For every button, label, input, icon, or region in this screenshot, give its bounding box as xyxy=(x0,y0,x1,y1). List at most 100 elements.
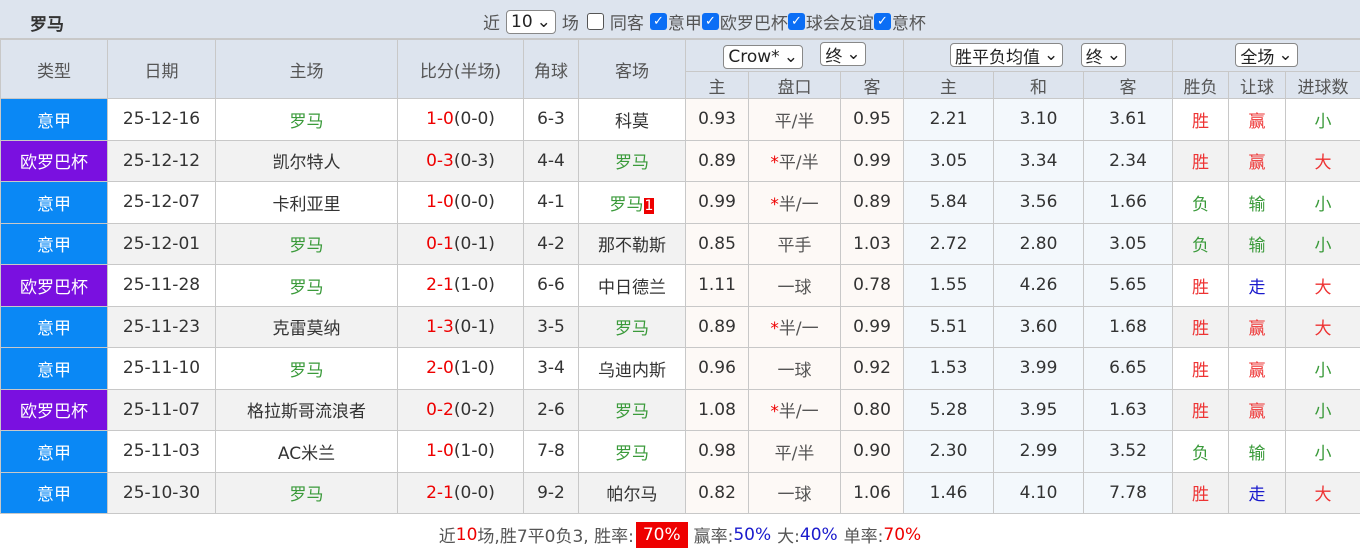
half-score: (0-2) xyxy=(454,400,495,420)
score-cell[interactable]: 2-1(1-0) xyxy=(398,265,524,307)
corner: 4-2 xyxy=(524,223,579,265)
away-cell: 罗马 xyxy=(579,431,686,473)
corner: 3-4 xyxy=(524,348,579,390)
odds-win: 3.05 xyxy=(904,140,994,182)
star-mark: * xyxy=(770,195,779,215)
away-team[interactable]: 帕尔马 xyxy=(607,485,658,505)
odds-lose: 3.52 xyxy=(1084,431,1173,473)
handicap-rate: 50% xyxy=(733,525,771,545)
handicap-line: *半/一 xyxy=(749,306,841,348)
home-team[interactable]: 克雷莫纳 xyxy=(273,319,341,339)
table-row: 意甲 25-10-30 罗马 2-1(0-0) 9-2 帕尔马 0.82 一球 … xyxy=(1,472,1360,514)
handicap-line: 平/半 xyxy=(749,431,841,473)
company-select[interactable]: Crow*⌄ xyxy=(723,45,803,69)
period-select[interactable]: 全场⌄ xyxy=(1235,43,1297,67)
same-away-checkbox[interactable] xyxy=(587,13,604,30)
odds-lose: 5.65 xyxy=(1084,265,1173,307)
league-type[interactable]: 意甲 xyxy=(1,223,108,265)
handicap-away: 0.92 xyxy=(841,348,904,390)
handicap-home: 0.82 xyxy=(686,472,749,514)
win-rate: 70% xyxy=(636,522,688,548)
league-label: 意甲 xyxy=(668,9,702,34)
away-team[interactable]: 罗马 xyxy=(615,319,649,339)
away-team[interactable]: 罗马 xyxy=(615,402,649,422)
home-team[interactable]: AC米兰 xyxy=(278,444,335,464)
line-value: 半/一 xyxy=(779,402,819,422)
result: 胜 xyxy=(1173,99,1229,141)
handicap-result: 输 xyxy=(1229,431,1286,473)
result: 负 xyxy=(1173,223,1229,265)
league-type[interactable]: 意甲 xyxy=(1,472,108,514)
final2-value: 终 xyxy=(1086,43,1103,68)
score-cell[interactable]: 1-0(1-0) xyxy=(398,431,524,473)
goals-result: 大 xyxy=(1286,472,1360,514)
home-cell: 格拉斯哥流浪者 xyxy=(216,389,398,431)
odds-lose: 1.68 xyxy=(1084,306,1173,348)
league-checkbox[interactable]: ✓ xyxy=(874,13,891,30)
league-type[interactable]: 意甲 xyxy=(1,431,108,473)
league-type[interactable]: 意甲 xyxy=(1,348,108,390)
score-cell[interactable]: 2-1(0-0) xyxy=(398,472,524,514)
summary-text: 场,胜7平0负3, 胜率: xyxy=(477,522,633,547)
score-cell[interactable]: 0-3(0-3) xyxy=(398,140,524,182)
home-team[interactable]: 罗马 xyxy=(290,236,324,256)
count-select[interactable]: 10⌄ xyxy=(506,10,556,34)
away-team[interactable]: 中日德兰 xyxy=(598,278,666,298)
league-type[interactable]: 意甲 xyxy=(1,306,108,348)
away-team[interactable]: 乌迪内斯 xyxy=(598,361,666,381)
away-team[interactable]: 科莫 xyxy=(615,112,649,132)
score-cell[interactable]: 1-0(0-0) xyxy=(398,182,524,224)
handicap-line: 平/半 xyxy=(749,99,841,141)
score-cell[interactable]: 0-2(0-2) xyxy=(398,389,524,431)
home-team[interactable]: 卡利亚里 xyxy=(273,195,341,215)
league-type[interactable]: 意甲 xyxy=(1,182,108,224)
final1-select[interactable]: 终⌄ xyxy=(820,42,865,66)
home-team[interactable]: 罗马 xyxy=(290,485,324,505)
away-team[interactable]: 那不勒斯 xyxy=(598,236,666,256)
odds-win: 2.30 xyxy=(904,431,994,473)
summary-text: 近 xyxy=(439,522,456,547)
league-type[interactable]: 欧罗巴杯 xyxy=(1,265,108,307)
away-cell: 罗马 xyxy=(579,306,686,348)
handicap-home: 0.99 xyxy=(686,182,749,224)
final2-select[interactable]: 终⌄ xyxy=(1081,43,1126,67)
summary-text: 大: xyxy=(777,522,800,547)
line-value: 平/半 xyxy=(779,153,819,173)
league-type[interactable]: 意甲 xyxy=(1,99,108,141)
corner: 6-3 xyxy=(524,99,579,141)
avg-select[interactable]: 胜平负均值⌄ xyxy=(950,43,1063,67)
handicap-result: 赢 xyxy=(1229,140,1286,182)
handicap-home: 0.98 xyxy=(686,431,749,473)
subheader: 进球数 xyxy=(1286,72,1360,99)
odds-win: 2.21 xyxy=(904,99,994,141)
away-cell: 帕尔马 xyxy=(579,472,686,514)
odds-draw: 2.80 xyxy=(994,223,1084,265)
league-checkbox[interactable]: ✓ xyxy=(788,13,805,30)
away-team[interactable]: 罗马 xyxy=(615,153,649,173)
league-checkbox[interactable]: ✓ xyxy=(650,13,667,30)
games-label: 场 xyxy=(562,9,579,34)
score-cell[interactable]: 1-3(0-1) xyxy=(398,306,524,348)
home-team[interactable]: 罗马 xyxy=(290,278,324,298)
league-checkbox[interactable]: ✓ xyxy=(702,13,719,30)
score-cell[interactable]: 1-0(0-0) xyxy=(398,99,524,141)
handicap-home: 0.96 xyxy=(686,348,749,390)
home-cell: 罗马 xyxy=(216,265,398,307)
chevron-down-icon: ⌄ xyxy=(1044,45,1058,65)
handicap-result: 输 xyxy=(1229,182,1286,224)
home-team[interactable]: 罗马 xyxy=(290,361,324,381)
filters: 近 10⌄ 场 同客 ✓意甲✓欧罗巴杯✓球会友谊✓意杯 xyxy=(483,9,926,34)
home-team[interactable]: 罗马 xyxy=(290,112,324,132)
home-team[interactable]: 格拉斯哥流浪者 xyxy=(247,402,366,422)
line-value: 平/半 xyxy=(775,444,815,464)
match-date: 25-11-10 xyxy=(108,348,216,390)
away-team[interactable]: 罗马 xyxy=(610,195,644,215)
league-type[interactable]: 欧罗巴杯 xyxy=(1,140,108,182)
score-cell[interactable]: 2-0(1-0) xyxy=(398,348,524,390)
handicap-result: 赢 xyxy=(1229,389,1286,431)
league-type[interactable]: 欧罗巴杯 xyxy=(1,389,108,431)
score-cell[interactable]: 0-1(0-1) xyxy=(398,223,524,265)
home-team[interactable]: 凯尔特人 xyxy=(273,153,341,173)
handicap-home: 1.08 xyxy=(686,389,749,431)
away-team[interactable]: 罗马 xyxy=(615,444,649,464)
